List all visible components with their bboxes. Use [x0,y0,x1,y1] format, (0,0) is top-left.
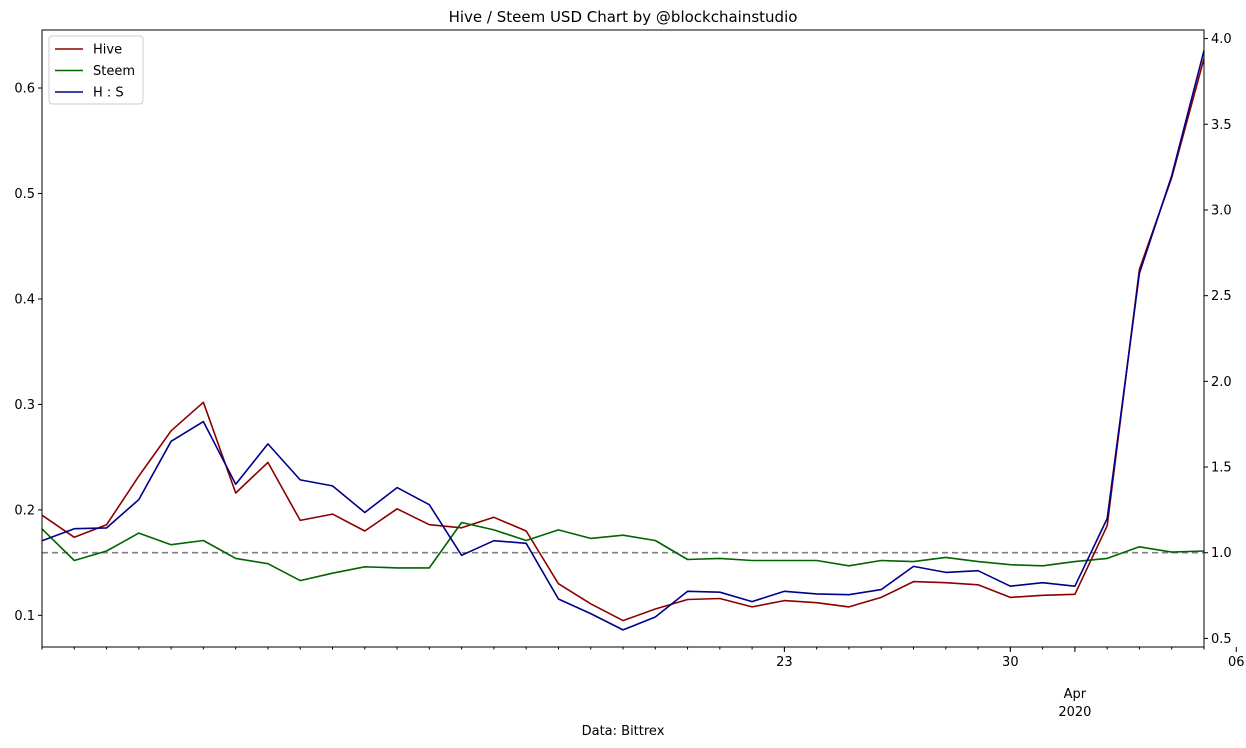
legend-box [48,35,144,105]
y-left-tick-label: 0.3 [14,398,35,413]
y-left-tick-label: 0.6 [14,82,35,97]
x-tick-label: 06 [1228,655,1245,670]
x-tick-label: 30 [1002,655,1019,670]
y-right-tick-label: 0.5 [1211,632,1232,647]
y-right-tick-label: 2.0 [1211,375,1232,390]
legend-label: Hive [93,43,122,58]
y-left-tick-label: 0.1 [14,609,35,624]
series-line-h-s [41,50,1205,631]
legend: Hive Steem H : S [48,35,144,105]
y-left-tick-label: 0.5 [14,187,35,202]
series-line-steem [41,521,1205,582]
series-line-hive [41,58,1205,622]
y-right-tick-label: 2.5 [1211,289,1232,304]
legend-label: Steem [93,64,135,79]
y-left-tick-label: 0.4 [14,292,35,307]
legend-label: H : S [93,86,124,101]
x-axis-label: Data: Bittrex [582,724,665,739]
plot-frame [41,29,1205,648]
x-tick-label: 23 [776,655,793,670]
plot-area: 0.1 0.2 0.3 0.4 0.5 0.6 0.5 1.0 1.5 2.0 2.5 3.0 3.5 4… [14,29,1245,720]
y-right-tick-label: 1.0 [1211,546,1232,561]
y-right-tick-label: 4.0 [1211,32,1232,47]
y-right-tick-label: 1.5 [1211,461,1232,476]
x-tick-label: Apr [1064,687,1087,702]
y-right-tick-label: 3.0 [1211,203,1232,218]
chart-title: Hive / Steem USD Chart by @blockchainstu… [449,8,798,26]
x-tick-sublabel: 2020 [1058,705,1091,720]
y-right-tick-label: 3.5 [1211,118,1232,133]
y-left-tick-label: 0.2 [14,503,35,518]
